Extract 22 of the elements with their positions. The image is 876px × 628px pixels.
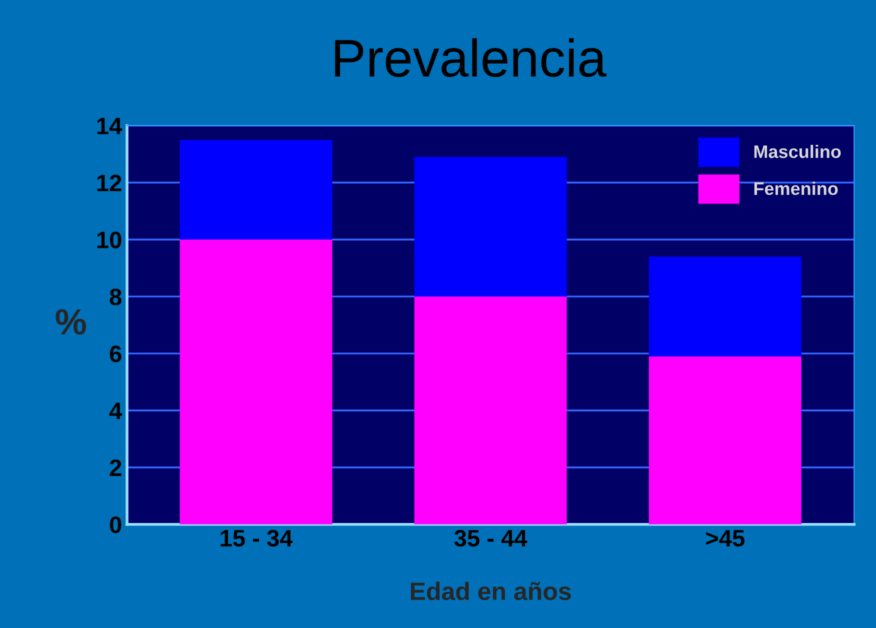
x-tick-label: 15 - 34 bbox=[220, 530, 293, 547]
y-tick-label: 6 bbox=[110, 346, 122, 362]
bar bbox=[414, 156, 567, 297]
x-axis-title: Edad en años bbox=[410, 582, 571, 600]
bar bbox=[180, 140, 332, 240]
bar bbox=[180, 240, 332, 524]
bar bbox=[414, 296, 567, 524]
y-tick-label: 12 bbox=[97, 174, 122, 192]
y-axis-title: % bbox=[56, 309, 86, 335]
x-tick-label: 35 - 44 bbox=[454, 530, 528, 547]
legend-label: Masculino bbox=[754, 144, 841, 158]
y-tick-label: 8 bbox=[110, 288, 122, 306]
chart-title: Prevalencia bbox=[335, 38, 607, 77]
y-tick-label: 14 bbox=[97, 118, 122, 134]
bar bbox=[648, 356, 802, 524]
y-tick-label: 4 bbox=[109, 402, 122, 419]
y-tick-label: 0 bbox=[110, 516, 122, 534]
y-tick-label: 2 bbox=[110, 459, 122, 476]
x-tick-label: >45 bbox=[706, 530, 744, 547]
legend-label: Femenino bbox=[754, 182, 838, 196]
bar bbox=[648, 256, 802, 356]
y-tick-label: 10 bbox=[97, 232, 122, 248]
